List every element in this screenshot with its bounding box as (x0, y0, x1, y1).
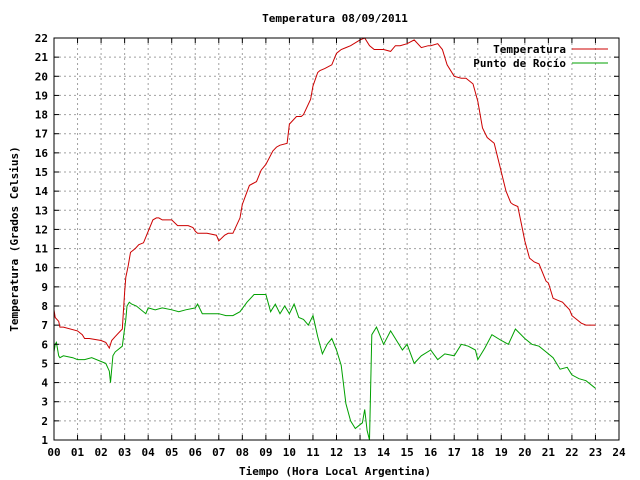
x-tick-label: 02 (94, 446, 107, 459)
chart-title: Temperatura 08/09/2011 (262, 12, 408, 25)
legend-label: Temperatura (493, 43, 566, 56)
x-tick-label: 00 (47, 446, 60, 459)
x-tick-label: 03 (118, 446, 131, 459)
y-tick-label: 17 (35, 128, 48, 141)
x-tick-label: 11 (306, 446, 320, 459)
x-tick-label: 22 (565, 446, 578, 459)
x-tick-label: 06 (189, 446, 203, 459)
x-tick-label: 15 (401, 446, 414, 459)
y-tick-label: 7 (41, 319, 48, 332)
y-tick-label: 13 (35, 204, 48, 217)
y-tick-label: 10 (35, 262, 48, 275)
x-tick-label: 21 (542, 446, 556, 459)
x-tick-label: 19 (495, 446, 508, 459)
y-tick-label: 2 (41, 415, 48, 428)
x-tick-label: 01 (71, 446, 85, 459)
y-tick-label: 16 (35, 147, 49, 160)
x-tick-label: 16 (424, 446, 438, 459)
ticks (53, 37, 620, 441)
y-tick-label: 20 (35, 70, 48, 83)
x-tick-label: 12 (330, 446, 343, 459)
x-tick-label: 14 (377, 446, 391, 459)
x-tick-label: 13 (353, 446, 366, 459)
y-tick-label: 15 (35, 166, 48, 179)
y-axis-label: Temperatura (Grados Celsius) (8, 146, 21, 331)
x-tick-label: 23 (589, 446, 602, 459)
y-tick-label: 18 (35, 109, 48, 122)
y-tick-label: 11 (35, 243, 49, 256)
y-tick-label: 12 (35, 223, 48, 236)
grid (54, 38, 619, 440)
y-tick-label: 1 (41, 434, 48, 447)
x-tick-label: 05 (165, 446, 178, 459)
y-tick-label: 21 (35, 51, 49, 64)
x-tick-label: 17 (448, 446, 461, 459)
y-tick-label: 3 (41, 396, 48, 409)
x-tick-label: 20 (518, 446, 531, 459)
x-tick-label: 10 (283, 446, 296, 459)
x-tick-label: 07 (212, 446, 225, 459)
series-line-temperatura (53, 37, 596, 350)
x-tick-label: 08 (236, 446, 249, 459)
x-tick-label: 18 (471, 446, 484, 459)
legend-label: Punto de Rocío (473, 57, 566, 70)
y-tick-label: 6 (41, 338, 48, 351)
tick-labels: 00 01 02 03 04 05 06 07 08 09 10 11 12 13 14 15 16 17 18 19… (35, 32, 626, 459)
y-tick-label: 14 (35, 185, 49, 198)
y-tick-label: 22 (35, 32, 48, 45)
x-tick-label: 24 (612, 446, 626, 459)
y-tick-label: 19 (35, 89, 48, 102)
x-tick-label: 04 (142, 446, 156, 459)
series-layer (53, 37, 596, 441)
y-tick-label: 9 (41, 281, 48, 294)
y-tick-label: 4 (41, 377, 48, 390)
series-line-punto-de-rocio (53, 294, 596, 441)
y-tick-label: 8 (41, 300, 48, 313)
x-axis-label: Tiempo (Hora Local Argentina) (239, 465, 431, 478)
y-tick-label: 5 (41, 357, 48, 370)
x-tick-label: 09 (259, 446, 272, 459)
